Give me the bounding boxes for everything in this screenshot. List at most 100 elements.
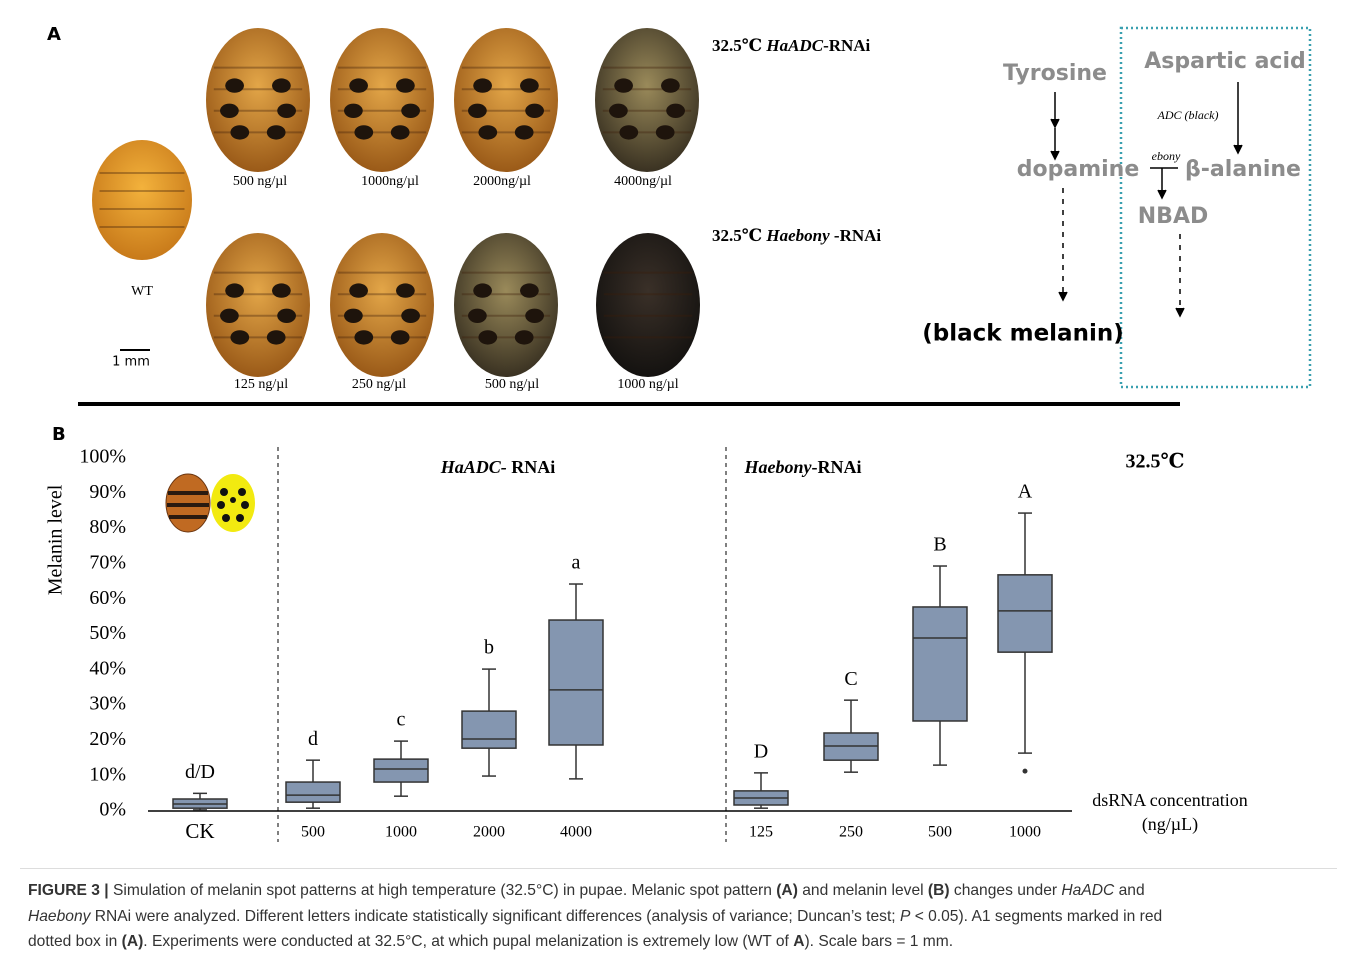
box — [549, 620, 603, 745]
caption-text: A — [793, 933, 804, 950]
caption: FIGURE 3 | Simulation of melanin spot pa… — [20, 868, 1337, 954]
spot — [401, 309, 420, 323]
x-tick-label: CK — [185, 819, 214, 843]
spot — [267, 330, 286, 344]
spot — [267, 125, 286, 139]
row-heading: 32.5℃ Haebony -RNAi — [712, 226, 881, 245]
wt-label: WT — [131, 284, 153, 299]
pupa — [454, 233, 558, 377]
node: Aspartic acid — [1144, 49, 1306, 74]
caption-text: (A) — [776, 882, 798, 899]
group-label: HaADC- RNAi — [440, 457, 556, 477]
spot — [473, 78, 492, 92]
caption-line: FIGURE 3 | Simulation of melanin spot pa… — [28, 878, 1337, 904]
enzyme: ebony — [1152, 149, 1181, 163]
spot — [478, 330, 497, 344]
y-tick-label: 40% — [89, 657, 126, 679]
page: A WT 1 mm 32.5℃ HaADC-RNAi 32.5℃ Haebony… — [0, 0, 1357, 957]
panel-label: B — [52, 424, 66, 445]
spot — [515, 330, 534, 344]
y-tick-label: 100% — [79, 446, 126, 468]
significance-letter: c — [397, 709, 406, 731]
pupa — [330, 233, 434, 377]
y-tick-label: 20% — [89, 728, 126, 750]
spot — [619, 125, 638, 139]
y-tick-label: 60% — [89, 587, 126, 609]
spot — [396, 283, 415, 297]
caption-text: Haebony — [28, 908, 90, 925]
temperature: 32.5℃ — [1126, 451, 1185, 473]
x-tick-label: 500 — [301, 824, 325, 841]
spot — [520, 78, 539, 92]
pupa — [330, 28, 434, 172]
caption-text: changes under — [950, 882, 1062, 899]
spot — [354, 330, 373, 344]
dose-label: 4000ng/µl — [614, 174, 672, 189]
scale-label: 1 mm — [112, 355, 150, 370]
spot — [473, 283, 492, 297]
spot — [661, 78, 680, 92]
spot — [230, 330, 249, 344]
caption-text: Simulation of melanin spot patterns at h… — [109, 882, 777, 899]
y-tick-label: 30% — [89, 693, 126, 715]
caption-text: (A) — [122, 933, 144, 950]
y-tick-label: 70% — [89, 551, 126, 573]
spot — [354, 125, 373, 139]
caption-text: < 0.05). A1 segments marked in red — [910, 908, 1162, 925]
spot — [391, 125, 410, 139]
pupa — [206, 233, 310, 377]
spot — [225, 283, 244, 297]
spot — [468, 104, 487, 118]
y-tick-label: 50% — [89, 622, 126, 644]
group-label: Haebony-RNAi — [744, 457, 862, 477]
significance-letter: d — [308, 728, 318, 750]
divider — [78, 402, 1180, 406]
panel-label: A — [47, 24, 61, 45]
spot — [272, 78, 291, 92]
pupa — [596, 233, 700, 377]
dose-label: 125 ng/µl — [234, 377, 288, 392]
pattern-icons — [166, 474, 255, 532]
spot — [391, 330, 410, 344]
spot — [525, 309, 544, 323]
significance-letter: D — [754, 740, 768, 762]
x-tick-label: 125 — [749, 824, 773, 841]
spot — [478, 125, 497, 139]
caption-text: and melanin level — [798, 882, 928, 899]
dose-label: 1000ng/µl — [361, 174, 419, 189]
spot — [609, 104, 628, 118]
caption-text: and — [1114, 882, 1144, 899]
spot — [520, 283, 539, 297]
dose-label: 1000 ng/µl — [617, 377, 678, 392]
box — [998, 575, 1052, 652]
row-heading: 32.5℃ HaADC-RNAi — [712, 36, 871, 55]
pupa — [92, 140, 192, 260]
spot — [277, 104, 296, 118]
box — [374, 759, 428, 782]
outlier — [1023, 769, 1028, 774]
dose-label: 250 ng/µl — [352, 377, 406, 392]
x-tick-label: 2000 — [473, 824, 505, 841]
node: β-alanine — [1185, 157, 1301, 182]
y-axis-label: Melanin level — [45, 484, 67, 595]
caption-text: FIGURE 3 | — [28, 882, 109, 899]
spot — [396, 78, 415, 92]
figure: A WT 1 mm 32.5℃ HaADC-RNAi 32.5℃ Haebony… — [0, 0, 1357, 868]
significance-letter: b — [484, 637, 494, 659]
x-axis-label: dsRNA concentration — [1092, 790, 1247, 810]
spot — [344, 309, 363, 323]
spot — [468, 309, 487, 323]
node: NBAD — [1138, 204, 1208, 229]
y-tick-label: 80% — [89, 516, 126, 538]
x-tick-label: 1000 — [385, 824, 417, 841]
spot — [401, 104, 420, 118]
pupa — [454, 28, 558, 172]
spot — [349, 78, 368, 92]
node: Tyrosine — [1003, 61, 1107, 86]
caption-text: ). Scale bars = 1 mm. — [804, 933, 953, 950]
y-tick-label: 90% — [89, 481, 126, 503]
pupa — [206, 28, 310, 172]
pupa-photos — [92, 28, 700, 377]
caption-line: dotted box in (A). Experiments were cond… — [28, 929, 1337, 955]
significance-letter: a — [572, 552, 581, 574]
